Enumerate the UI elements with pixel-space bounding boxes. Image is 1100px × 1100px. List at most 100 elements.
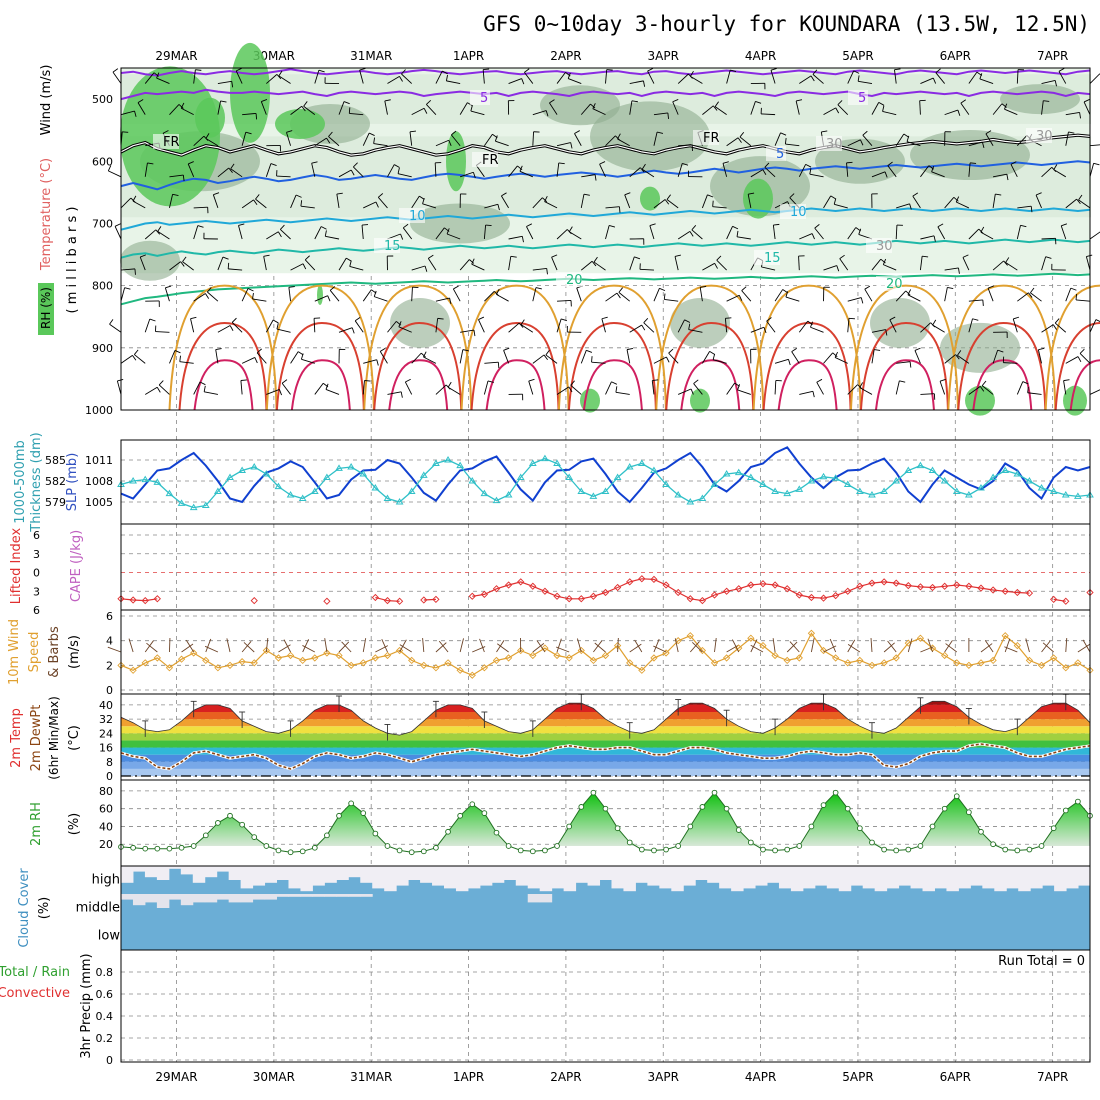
cloud-high-gap xyxy=(312,866,325,886)
wind-barb-flag xyxy=(501,192,507,197)
wind-barb-flag xyxy=(351,327,355,334)
thickness-marker xyxy=(964,491,973,498)
wind-barb xyxy=(329,290,340,302)
wind-barb-flag xyxy=(899,380,906,383)
cloud-high-gap xyxy=(623,866,636,892)
wind-barb-flag xyxy=(494,135,498,142)
wind-barb-flag xyxy=(626,348,634,351)
wind-speed-marker xyxy=(420,661,428,669)
wind-barb-flag xyxy=(618,287,623,293)
wind-speed-marker xyxy=(202,656,210,665)
cloud-high-gap xyxy=(144,866,158,878)
surface-wind-barb xyxy=(375,645,389,653)
cloud-high-gap xyxy=(228,866,242,880)
wind-barb xyxy=(362,380,365,395)
wind-barb xyxy=(460,171,474,178)
wind-barb xyxy=(591,361,606,364)
wind-barb-flag xyxy=(641,163,646,170)
cloud-high-gap xyxy=(982,866,995,889)
thickness-marker xyxy=(710,480,719,487)
wind-barb xyxy=(677,163,683,177)
wind-barb-flag xyxy=(714,263,718,269)
thickness-marker xyxy=(916,461,925,469)
temp-band xyxy=(121,704,1090,712)
wind-barb-flag xyxy=(887,161,893,166)
thickness-marker xyxy=(989,473,997,480)
wind-barb-flag xyxy=(397,167,400,174)
ytick-label: 40 xyxy=(99,699,113,712)
wind-barb xyxy=(120,268,135,271)
wind-barb xyxy=(741,290,752,302)
rh-marker xyxy=(529,848,536,855)
bottom-date-label: 1APR xyxy=(453,1070,484,1084)
wind-barb xyxy=(574,133,582,146)
wind-barb-flag xyxy=(689,231,694,237)
wind-speed-marker xyxy=(1013,641,1021,650)
contour-label: 10 xyxy=(790,205,807,220)
wind-speed-marker xyxy=(165,664,174,672)
wind-barb xyxy=(846,162,849,177)
cloud-middle-gap xyxy=(240,894,254,903)
wind-barb-flag xyxy=(618,206,621,213)
thickness-marker xyxy=(553,459,561,466)
wind-barb-flag xyxy=(878,101,885,106)
wind-barb xyxy=(532,354,545,364)
cloud-high-gap xyxy=(264,866,278,883)
ylabel-temp-unit: (°C) xyxy=(67,725,82,751)
wind-barb xyxy=(556,229,568,240)
wind-barb xyxy=(276,328,291,333)
surface-wind-barb xyxy=(324,638,328,653)
wind-barb-flag xyxy=(885,329,888,336)
rh-marker xyxy=(953,793,960,800)
wind-barb-flag xyxy=(773,223,780,226)
wind-barb-flag xyxy=(814,223,820,229)
wind-barb xyxy=(484,361,499,364)
wind-barb xyxy=(290,263,304,271)
isotherm-line xyxy=(655,284,765,411)
top-date-label: 7APR xyxy=(1037,49,1068,63)
wind-barb-flag xyxy=(712,105,718,111)
cloud-high-gap xyxy=(599,866,612,880)
wind-barb-flag xyxy=(542,197,548,203)
wind-barb xyxy=(617,138,630,147)
wind-barb xyxy=(761,266,776,271)
wind-barb xyxy=(690,75,703,84)
wind-barb-flag xyxy=(599,161,606,165)
wind-barb-flag xyxy=(231,317,237,323)
wind-barb xyxy=(411,287,413,302)
rh-marker xyxy=(893,847,900,854)
cloud-high-gap xyxy=(647,866,660,886)
surface-wind-barb xyxy=(243,642,255,653)
isotherm-line xyxy=(120,207,1091,231)
wind-barb xyxy=(691,229,703,240)
bottom-date-axis: 29MAR 30MAR 31MAR 1APR 2APR 3APR 4APR 5APR 6APR 7… xyxy=(155,1070,1068,1084)
ylabel-rh: RH (%) xyxy=(39,287,53,329)
thickness-marker xyxy=(819,472,828,480)
wind-barb xyxy=(409,131,413,146)
wind-barb xyxy=(180,107,194,116)
wind-barb-flag xyxy=(741,286,747,291)
wind-barb-flag xyxy=(253,199,258,206)
cloud-high-gap xyxy=(252,866,266,886)
wind-barb xyxy=(1065,198,1077,209)
wind-barb xyxy=(774,380,777,395)
wind-barb xyxy=(677,319,685,333)
wind-barb xyxy=(231,322,243,333)
wind-barb xyxy=(120,197,132,209)
cloud-high-gap xyxy=(910,866,924,889)
wind-barb-flag xyxy=(368,132,375,136)
rh-marker xyxy=(917,843,924,849)
wind-barb-flag xyxy=(616,292,621,299)
wind-barb xyxy=(228,268,243,271)
wind-barb-flag xyxy=(997,349,1004,353)
wind-barb xyxy=(653,288,660,302)
isotherm-line xyxy=(582,359,643,411)
thickness-marker xyxy=(843,480,852,487)
wind-barb-flag xyxy=(403,223,409,229)
wind-barb-flag xyxy=(739,131,745,138)
wind-barb xyxy=(668,352,679,364)
cloud-high-gap xyxy=(324,866,337,883)
wind-barb-flag xyxy=(238,223,245,226)
temp-band xyxy=(121,747,1090,755)
rh-marker xyxy=(1038,843,1045,849)
